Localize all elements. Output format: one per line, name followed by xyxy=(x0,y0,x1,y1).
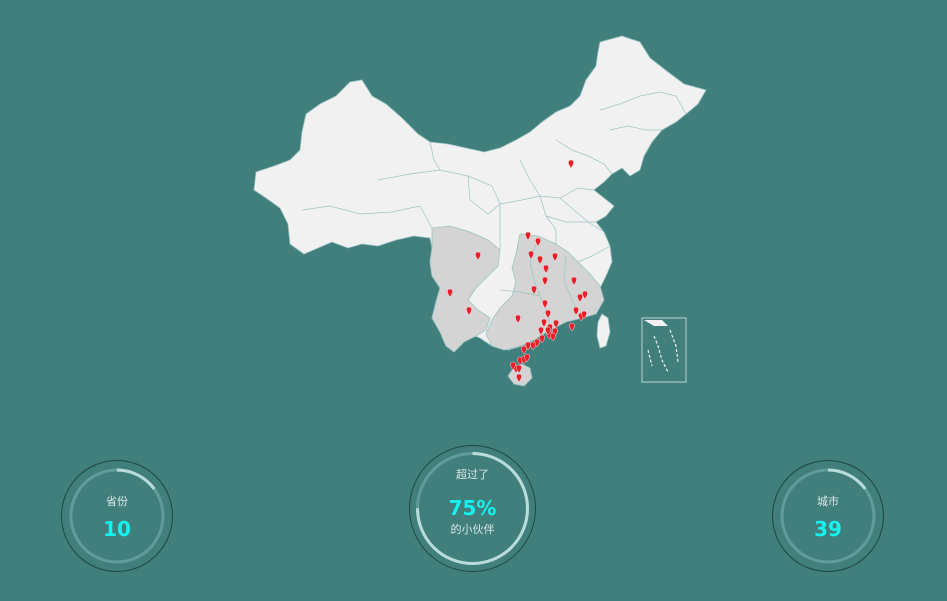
cities-value: 39 xyxy=(814,517,842,541)
map-pin-icon[interactable] xyxy=(568,159,574,169)
map-pin-icon[interactable] xyxy=(538,326,544,336)
percent-gauge: 超过了 75% 的小伙伴 xyxy=(409,445,536,572)
cities-gauge: 城市 39 xyxy=(772,460,884,572)
map-pin-icon[interactable] xyxy=(553,319,559,329)
map-pin-icon[interactable] xyxy=(541,318,547,328)
map-pin-icon[interactable] xyxy=(571,276,577,286)
map-pin-icon[interactable] xyxy=(516,373,522,383)
percent-ring xyxy=(416,452,529,565)
map-pin-icon[interactable] xyxy=(475,251,481,261)
taiwan-island xyxy=(596,313,611,349)
map-pin-icon[interactable] xyxy=(577,293,583,303)
map-pin-icon[interactable] xyxy=(466,306,472,316)
provinces-gauge: 省份 10 xyxy=(61,460,173,572)
map-pin-icon[interactable] xyxy=(521,345,527,355)
south-sea-inset xyxy=(641,317,687,383)
percent-value: 75% xyxy=(448,496,497,520)
map-pin-icon[interactable] xyxy=(515,314,521,324)
map-pin-icon[interactable] xyxy=(542,299,548,309)
map-pin-icon[interactable] xyxy=(535,237,541,247)
percent-label: 超过了 xyxy=(456,468,489,481)
map-markers xyxy=(447,159,588,383)
map-pin-icon[interactable] xyxy=(581,310,587,320)
map-pin-icon[interactable] xyxy=(582,290,588,300)
map-pin-icon[interactable] xyxy=(545,309,551,319)
province-borders xyxy=(301,91,687,331)
map-pin-icon[interactable] xyxy=(573,306,579,316)
map-pin-icon[interactable] xyxy=(550,332,556,342)
china-mainland xyxy=(253,35,707,353)
cities-label: 城市 xyxy=(817,495,839,508)
map-pin-icon[interactable] xyxy=(516,364,522,374)
percent-sublabel: 的小伙伴 xyxy=(450,523,495,536)
map-pin-icon[interactable] xyxy=(552,252,558,262)
provinces-value: 10 xyxy=(103,517,131,541)
map-pin-icon[interactable] xyxy=(539,334,545,344)
provinces-label: 省份 xyxy=(106,495,128,508)
region-sichuan-yunnan xyxy=(429,225,501,353)
map-pin-icon[interactable] xyxy=(542,276,548,286)
map-pin-icon[interactable] xyxy=(528,250,534,260)
map-pin-icon[interactable] xyxy=(543,264,549,274)
map-pin-icon[interactable] xyxy=(525,231,531,241)
map-pin-icon[interactable] xyxy=(545,326,551,336)
cities-ring xyxy=(780,468,876,564)
map-pin-icon[interactable] xyxy=(447,288,453,298)
map-pin-icon[interactable] xyxy=(569,322,575,332)
map-pin-icon[interactable] xyxy=(510,361,516,371)
map-pin-icon[interactable] xyxy=(531,285,537,295)
map-pin-icon[interactable] xyxy=(537,255,543,265)
provinces-ring xyxy=(69,468,165,564)
map-pin-icon[interactable] xyxy=(530,341,536,351)
map-pin-icon[interactable] xyxy=(524,353,530,363)
